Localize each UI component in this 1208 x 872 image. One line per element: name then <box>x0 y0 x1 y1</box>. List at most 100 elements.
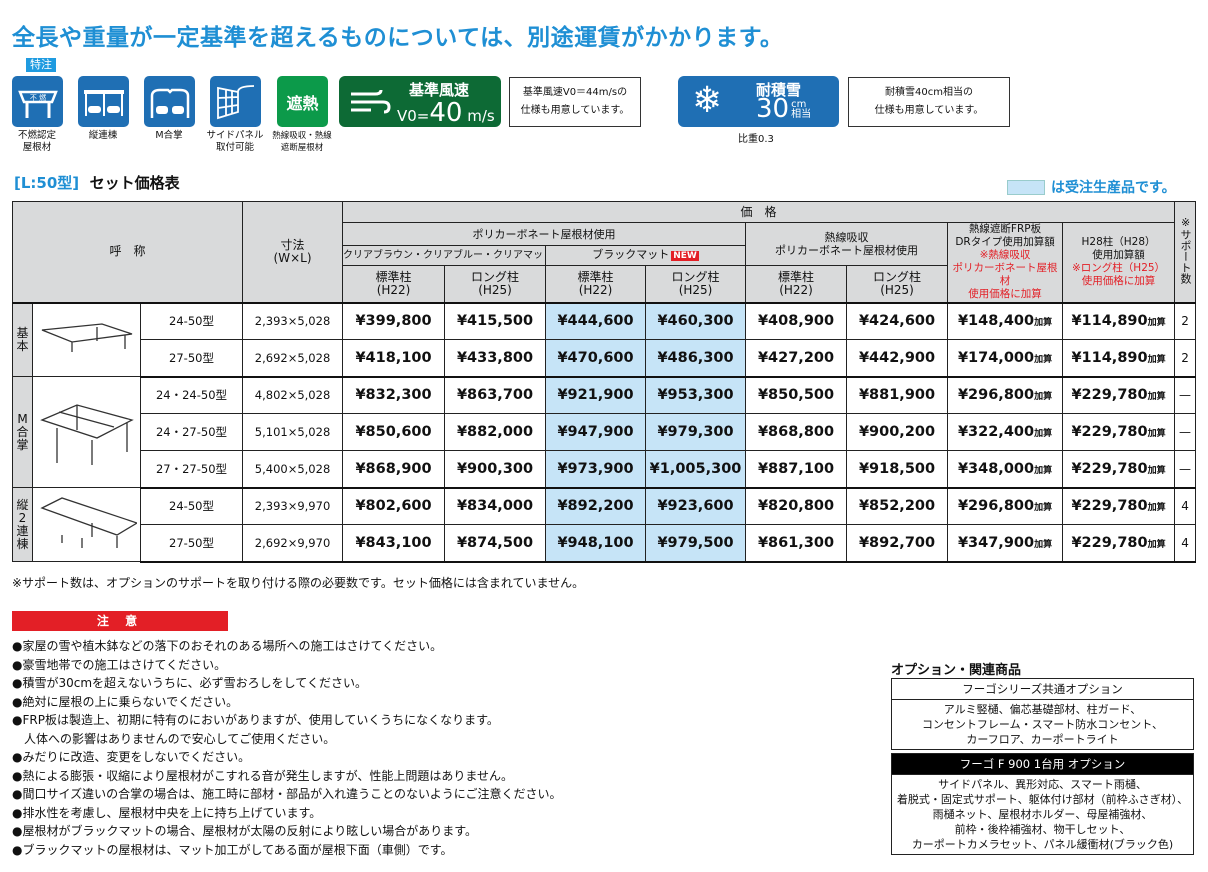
new-badge: NEW <box>671 251 699 261</box>
price-cell: ¥973,900 <box>545 450 647 489</box>
price-cell: ¥322,400加算 <box>947 413 1064 451</box>
support-count: — <box>1174 413 1197 451</box>
price-cell: ¥850,600 <box>342 413 446 451</box>
caution-item: 人体への影響はありませんので安心してご使用ください。 <box>12 731 336 746</box>
model-name: 27-50型 <box>139 524 244 563</box>
model-name: 24-50型 <box>139 487 244 525</box>
model-name: 24-50型 <box>139 302 244 340</box>
header-h28: H28柱（H28） 使用加算額 ※ロング柱（H25） 使用価格に加算 <box>1062 222 1176 303</box>
price-cell: ¥229,780加算 <box>1062 413 1176 451</box>
snow-caption: 比重0.3 <box>738 134 774 145</box>
price-cell: ¥979,500 <box>645 524 747 563</box>
price-cell: ¥852,200 <box>846 487 949 525</box>
nonflammable-roof-icon: 不 燃 <box>12 76 63 127</box>
price-cell: ¥802,600 <box>342 487 446 525</box>
svg-text:不 燃: 不 燃 <box>29 93 45 102</box>
table-row: 縦2連棟 24-50型 2,393×9,970 ¥802,600 ¥834,000 ¥89… <box>12 487 1197 562</box>
caution-title: 注 意 <box>12 611 228 631</box>
table-row: 24・27-50型 5,101×5,028 ¥850,600 ¥882,000 ¥947… <box>13 413 1197 451</box>
option-line: 着脱式・固定式サポート、躯体付け部材（前枠ふさぎ材）、 <box>896 793 1189 806</box>
price-table: 呼 称 寸法 (W×L) 価 格 ※サポート数 ポリカーボネート屋根材使用 熱線… <box>11 201 1197 563</box>
caution-item: ●積雪が30cmを超えないうちに、必ず雪おろしをしてください。 <box>12 676 367 690</box>
table-row: 基本 24-50型 2,393×5,028 ¥399,800 ¥415,500 ¥444,… <box>12 302 1197 377</box>
support-count: — <box>1174 376 1197 414</box>
caution-item: ●ブラックマットの屋根材は、マット加工がしてある面が屋根下面（車側）です。 <box>12 842 453 857</box>
section-title: [L:50型] セット価格表 <box>14 174 180 192</box>
header-standard-post: 標準柱 (H22) <box>745 265 848 303</box>
snow-note: 耐積雪40cm相当の 仕様も用意しています。 <box>848 77 1010 127</box>
price-cell: ¥979,300 <box>645 413 747 451</box>
support-count: 2 <box>1174 302 1197 340</box>
feature-label: 縦連棟 <box>88 130 118 141</box>
common-options-box: フーゴシリーズ共通オプション アルミ竪樋、偏芯基礎部材、柱ガード、 コンセントフレ… <box>891 678 1194 750</box>
heat-shield-icon: 遮熱 <box>277 76 328 127</box>
header-black-matte: ブラックマット NEW <box>545 245 747 266</box>
price-cell: ¥427,200 <box>745 339 848 378</box>
option-line: カーポートカメラセット、パネル緩衝材(ブラック色) <box>911 838 1174 851</box>
price-cell: ¥408,900 <box>745 302 848 340</box>
dimension: 4,802×5,028 <box>242 376 344 414</box>
snowflake-icon: ❄ <box>692 80 723 121</box>
dimension: 5,400×5,028 <box>242 450 344 489</box>
price-cell: ¥861,300 <box>745 524 848 563</box>
price-cell: ¥460,300 <box>645 302 747 340</box>
price-cell: ¥114,890加算 <box>1062 302 1176 340</box>
headline: 全長や重量が一定基準を超えるものについては、別途運賃がかかります。 <box>12 25 784 51</box>
header-support: ※サポート数 <box>1174 201 1197 303</box>
dimension: 2,692×9,970 <box>242 524 344 563</box>
price-cell: ¥1,005,300 <box>645 450 747 489</box>
model-name: 27-50型 <box>139 339 244 378</box>
support-count: 4 <box>1174 524 1197 563</box>
caution-item: ●間口サイズ違いの合掌の場合は、施工時に部材・部品が入れ違うことのないようにご注… <box>12 787 562 801</box>
support-count: 2 <box>1174 339 1197 378</box>
price-cell: ¥843,100 <box>342 524 446 563</box>
price-cell: ¥148,400加算 <box>947 302 1064 340</box>
price-cell: ¥470,600 <box>545 339 647 378</box>
price-cell: ¥863,700 <box>444 376 547 414</box>
price-cell: ¥296,800加算 <box>947 376 1064 414</box>
price-cell: ¥229,780加算 <box>1062 376 1176 414</box>
feature-label: M合掌 <box>155 130 183 141</box>
common-options-head: フーゴシリーズ共通オプション <box>892 679 1193 700</box>
support-footnote: ※サポート数は、オプションのサポートを取り付ける際の必要数です。セット価格には含… <box>12 576 585 590</box>
caution-item: ●屋根材がブラックマットの場合、屋根材が太陽の反射により眩しい場合があります。 <box>12 824 478 838</box>
price-cell: ¥424,600 <box>846 302 949 340</box>
carport-diagram <box>32 487 141 562</box>
wind-value: V0=40 m/s <box>397 98 495 128</box>
snow-value: 30 cm 相当 <box>756 94 812 124</box>
option-line: カーフロア、カーポートライト <box>966 733 1119 746</box>
price-cell: ¥921,900 <box>545 376 647 414</box>
price-cell: ¥832,300 <box>342 376 446 414</box>
price-cell: ¥900,200 <box>846 413 949 451</box>
side-panel-icon <box>210 76 261 127</box>
category-label: 縦2連棟 <box>12 487 33 562</box>
header-frp: 熱線遮断FRP板 DRタイプ使用加算額 ※熱線吸収 ポリカーボネート屋根材 使用… <box>947 222 1064 303</box>
made-to-order-legend: は受注生産品です。 <box>1007 177 1176 197</box>
wind-note: 基準風速V0＝44m/sの 仕様も用意しています。 <box>509 77 641 127</box>
model-name: 24・24-50型 <box>139 376 244 414</box>
price-cell: ¥229,780加算 <box>1062 487 1176 525</box>
header-long-post: ロング柱 (H25) <box>645 265 747 303</box>
header-long-post: ロング柱 (H25) <box>846 265 949 303</box>
snow-title: 耐積雪 <box>756 81 802 99</box>
price-cell: ¥868,800 <box>745 413 848 451</box>
price-cell: ¥486,300 <box>645 339 747 378</box>
feature-label: 熱線吸収・熱線 遮断屋根材 <box>272 131 332 153</box>
caution-item: ●排水性を考慮し、屋根材中央を上に持ち上げています。 <box>12 805 322 820</box>
snow-load-badge: ❄ 耐積雪 30 cm 相当 <box>678 76 839 127</box>
price-cell: ¥874,500 <box>444 524 547 563</box>
support-count: 4 <box>1174 487 1197 525</box>
price-cell: ¥296,800加算 <box>947 487 1064 525</box>
category-label: 基本 <box>12 302 33 377</box>
option-line: アルミ竪樋、偏芯基礎部材、柱ガード、 <box>943 703 1142 716</box>
price-cell: ¥418,100 <box>342 339 446 378</box>
table-row: M合掌 24・24-50型 4,802×5,028 ¥832,300 ¥863,700 ¥… <box>12 376 1197 488</box>
price-cell: ¥433,800 <box>444 339 547 378</box>
header-heat-absorbing: 熱線吸収 ポリカーボネート屋根材使用 <box>745 222 949 266</box>
price-cell: ¥918,500 <box>846 450 949 489</box>
price-cell: ¥892,700 <box>846 524 949 563</box>
price-cell: ¥953,300 <box>645 376 747 414</box>
category-label: M合掌 <box>12 376 33 488</box>
price-cell: ¥229,780加算 <box>1062 450 1176 489</box>
caution-item: ●家屋の雪や植木鉢などの落下のおそれのある場所への施工はさけてください。 <box>12 639 443 653</box>
